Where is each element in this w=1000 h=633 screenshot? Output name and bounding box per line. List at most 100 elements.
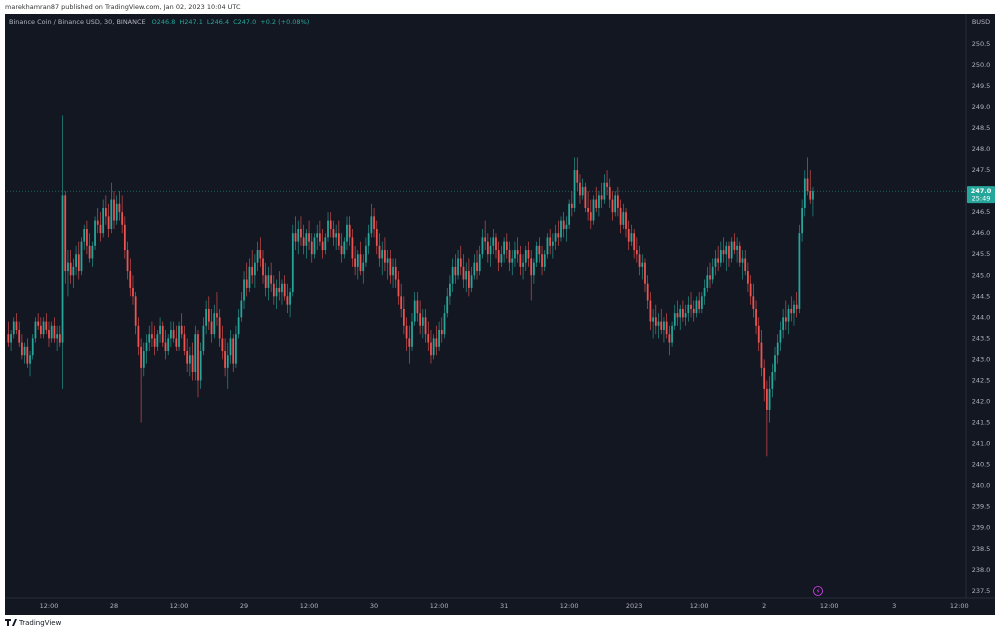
candle-body: [123, 224, 126, 251]
candle-body: [435, 338, 438, 347]
footer-brand: TradingView: [18, 619, 62, 627]
y-tick-label: 249.5: [972, 82, 991, 90]
candle-body: [386, 258, 389, 263]
candle-body: [310, 241, 313, 255]
candle-body: [373, 216, 375, 230]
candle-body: [64, 195, 67, 272]
candle-body: [649, 300, 652, 322]
candle-body: [329, 220, 332, 230]
candle-body: [695, 300, 698, 314]
candle-body: [140, 346, 142, 368]
candle-body: [744, 258, 747, 272]
x-tick-label: 28: [110, 602, 118, 610]
candle-body: [118, 203, 121, 213]
candle-body: [635, 250, 638, 255]
candle-body: [682, 308, 684, 318]
candle-body: [801, 207, 803, 234]
candles: [7, 115, 814, 457]
tradingview-logo: [5, 619, 17, 626]
candle-body: [61, 195, 64, 343]
candle-body: [495, 237, 497, 251]
candle-body: [752, 296, 755, 309]
ohlc-value: C247.0: [233, 18, 256, 26]
candle-body: [771, 372, 774, 389]
candle-body: [413, 300, 416, 322]
candle-body: [180, 325, 183, 335]
candle-body: [589, 212, 592, 221]
candle-body: [205, 308, 207, 326]
candle-body: [324, 237, 327, 251]
candle-body: [698, 300, 701, 309]
ohlc-value: L246.4: [207, 18, 229, 26]
candle-body: [641, 262, 644, 267]
candle-body: [757, 325, 760, 343]
candle-body: [481, 237, 484, 255]
candle-body: [31, 338, 34, 356]
candle-body: [178, 325, 180, 347]
candle-body: [719, 250, 722, 263]
x-tick-label: 2: [762, 602, 766, 610]
candle-body: [12, 321, 15, 335]
candle-body: [126, 250, 129, 272]
candle-body: [235, 334, 237, 364]
candle-body: [256, 250, 259, 263]
candle-body: [392, 266, 394, 276]
candle-body: [229, 338, 232, 356]
candle-body: [652, 317, 654, 322]
candle-body: [337, 233, 340, 246]
candle-body: [408, 338, 411, 347]
candle-body: [77, 254, 80, 272]
candle-body: [549, 237, 552, 246]
event-icon[interactable]: [813, 586, 823, 596]
candle-body: [551, 241, 554, 246]
x-tick-label: 3: [892, 602, 896, 610]
candle-body: [560, 220, 562, 238]
candle-body: [308, 233, 310, 242]
candle-body: [48, 329, 50, 339]
candle-body: [749, 283, 752, 297]
candle-body: [281, 283, 283, 293]
candle-body: [164, 342, 167, 352]
candle-body: [294, 233, 297, 242]
candle-body: [221, 338, 224, 352]
candle-body: [213, 313, 216, 335]
candle-body: [617, 195, 619, 208]
candle-body: [530, 258, 533, 276]
candle-body: [207, 308, 210, 322]
candle-body: [703, 287, 706, 297]
candle-body: [199, 351, 202, 381]
candle-body: [600, 195, 603, 200]
candle-body: [362, 262, 365, 272]
candle-body: [733, 241, 736, 251]
candle-body: [736, 245, 738, 251]
candle-body: [186, 351, 189, 364]
candle-body: [554, 233, 557, 242]
candle-body: [497, 250, 500, 263]
candle-body: [430, 342, 432, 356]
candle-body: [524, 250, 527, 263]
candle-body: [747, 271, 749, 284]
candle-body: [465, 271, 468, 280]
candle-body: [137, 325, 140, 347]
candle-body: [26, 346, 29, 364]
y-tick-label: 240.0: [972, 482, 991, 490]
y-tick-label: 242.0: [972, 398, 991, 406]
candle-body: [451, 266, 454, 284]
candle-body: [673, 313, 676, 326]
candle-body: [346, 224, 348, 242]
candle-body: [99, 224, 102, 234]
candle-body: [23, 346, 26, 356]
candle-body: [183, 334, 186, 352]
candle-body: [113, 199, 115, 221]
candle-body: [614, 195, 617, 213]
candle-body: [316, 233, 319, 238]
candle-body: [394, 266, 397, 280]
candle-body: [714, 258, 717, 267]
candle-body: [709, 275, 711, 280]
candle-body: [175, 338, 178, 347]
candle-body: [34, 321, 37, 339]
y-tick-label: 241.5: [972, 419, 991, 427]
candle-body: [492, 237, 495, 246]
candle-body: [476, 262, 478, 272]
candle-body: [657, 321, 660, 326]
